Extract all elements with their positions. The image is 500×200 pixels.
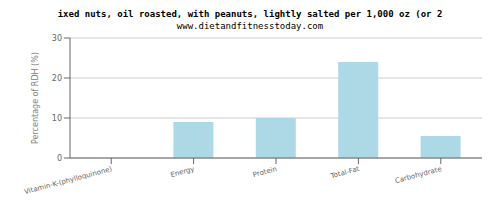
- svg-text:Vitamin-K-(phylloquinone): Vitamin-K-(phylloquinone): [23, 165, 113, 194]
- svg-text:Energy: Energy: [170, 165, 196, 179]
- svg-text:10: 10: [52, 114, 62, 123]
- svg-text:Carbohydrate: Carbohydrate: [394, 165, 442, 185]
- svg-text:20: 20: [52, 74, 62, 83]
- html-text:www.dietandfitnesstoday.com: www.dietandfitnesstoday.com: [176, 21, 324, 31]
- html-text:ixed nuts, oil roasted, with p: ixed nuts, oil roasted, with peanuts, li…: [57, 9, 443, 19]
- svg-text:Total-Fat: Total-Fat: [329, 165, 361, 181]
- svg-text:Protein: Protein: [252, 165, 278, 179]
- svg-text:30: 30: [52, 34, 62, 43]
- svg-text:0: 0: [57, 154, 62, 163]
- svg-text:Percentage of RDH (%): Percentage of RDH (%): [31, 52, 40, 144]
